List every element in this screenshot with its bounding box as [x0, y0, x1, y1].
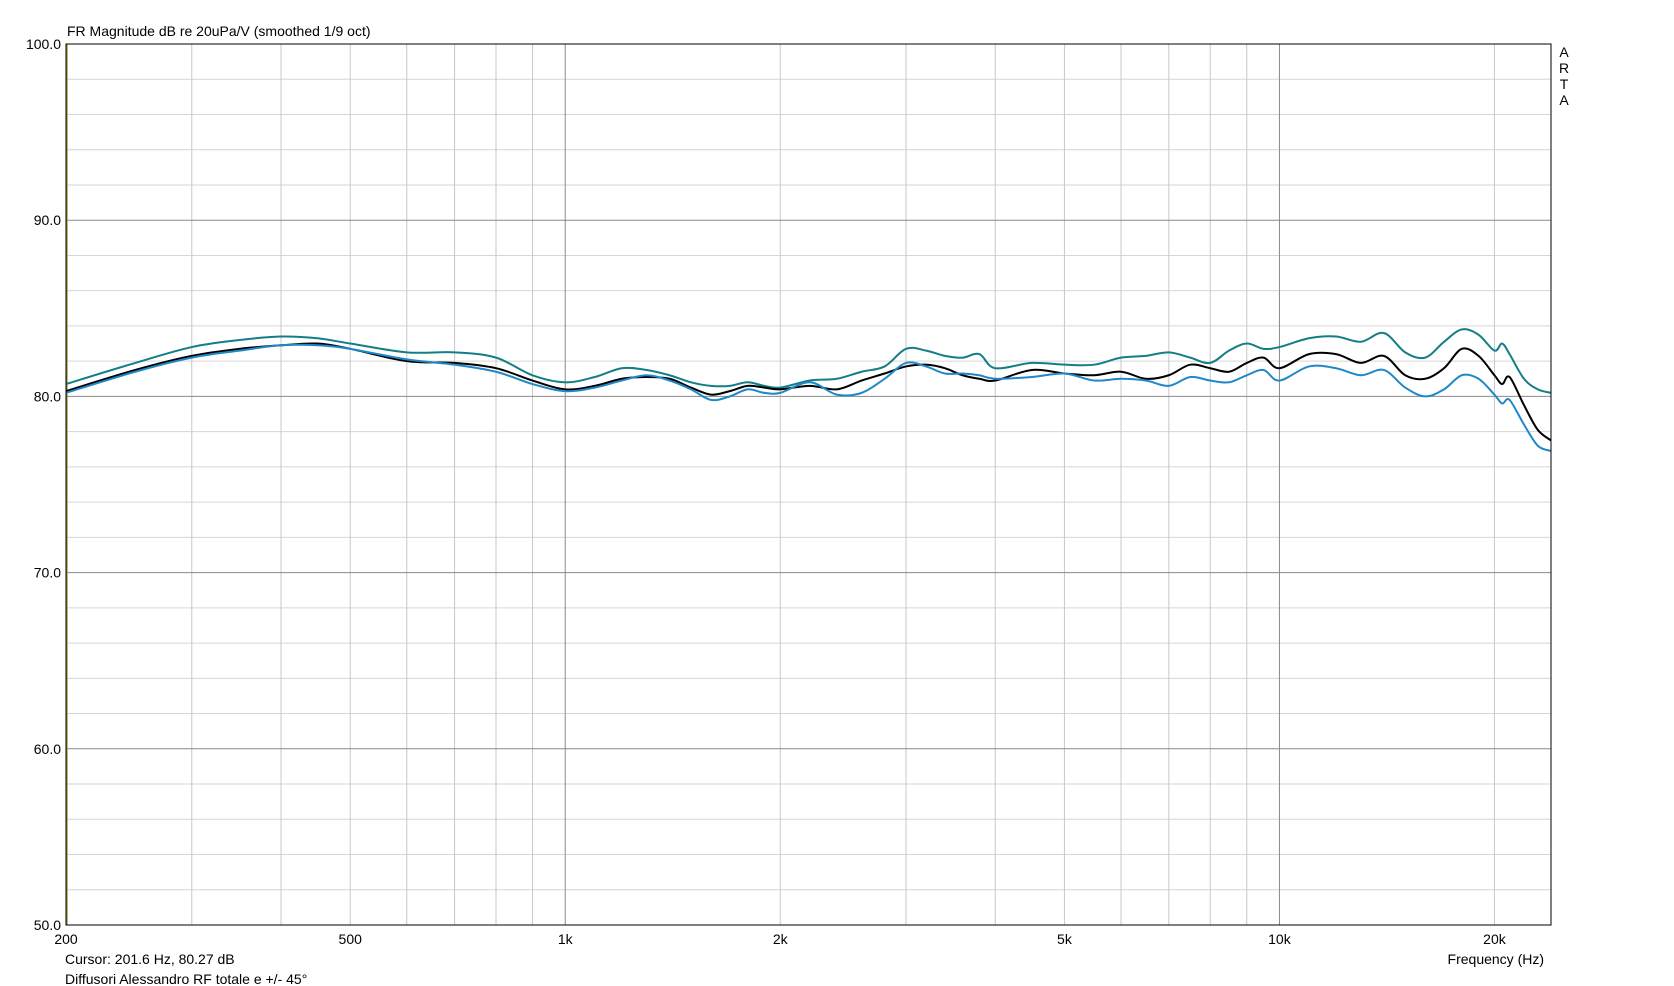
watermark-letter: A	[1559, 44, 1569, 60]
minor-grid	[66, 44, 1551, 925]
y-tick-labels: 50.0 60.0 70.0 80.0 90.0 100.0	[26, 36, 61, 933]
y-tick-label: 50.0	[34, 917, 61, 933]
series-line-3	[65, 343, 1552, 452]
watermark-letter: R	[1559, 60, 1569, 76]
x-tick-label: 5k	[1057, 931, 1073, 947]
x-axis-label: Frequency (Hz)	[1448, 951, 1544, 967]
plot-frame	[65, 43, 1552, 926]
x-tick-label: 2k	[773, 931, 789, 947]
y-tick-label: 90.0	[34, 212, 61, 228]
watermark-letter: T	[1560, 76, 1569, 92]
cursor-readout: Cursor: 201.6 Hz, 80.27 dB	[65, 951, 235, 967]
y-tick-label: 70.0	[34, 565, 61, 581]
x-tick-labels: 200 500 1k 2k 5k 10k 20k	[54, 931, 1506, 947]
major-grid	[66, 44, 1551, 925]
series-layer	[65, 328, 1552, 452]
x-tick-label: 1k	[558, 931, 574, 947]
x-tick-label: 200	[54, 931, 78, 947]
x-tick-label: 10k	[1268, 931, 1292, 947]
series-line-1	[65, 328, 1552, 394]
y-tick-label: 80.0	[34, 388, 61, 404]
y-tick-label: 100.0	[26, 36, 61, 52]
x-tick-label: 500	[339, 931, 363, 947]
series-line-2	[65, 342, 1552, 442]
y-tick-label: 60.0	[34, 741, 61, 757]
watermark-letter: A	[1559, 92, 1569, 108]
chart-title: FR Magnitude dB re 20uPa/V (smoothed 1/9…	[67, 23, 371, 39]
footer-caption: Diffusori Alessandro RF totale e +/- 45°	[65, 971, 307, 986]
x-tick-label: 20k	[1483, 931, 1507, 947]
